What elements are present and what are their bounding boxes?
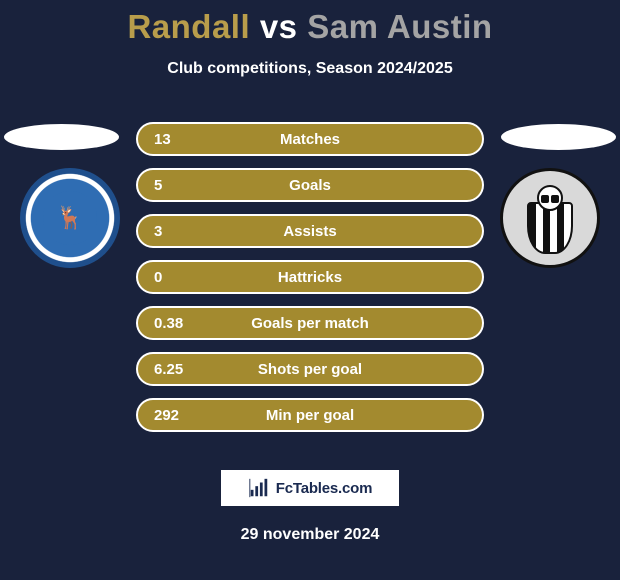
stat-rows: 13 Matches 5 Goals 3 Assists 0 Hattricks…	[136, 122, 484, 444]
stat-left-value: 292	[154, 407, 179, 424]
stat-left-value: 13	[154, 131, 171, 148]
peterborough-crest-icon: 🦌	[43, 191, 97, 245]
stat-label: Min per goal	[138, 407, 482, 424]
stat-left-value: 0.38	[154, 315, 183, 332]
stat-left-value: 5	[154, 177, 162, 194]
subtitle: Club competitions, Season 2024/2025	[0, 60, 620, 78]
stat-row-min-per-goal: 292 Min per goal	[136, 398, 484, 432]
stat-row-matches: 13 Matches	[136, 122, 484, 156]
right-club-badge	[500, 168, 600, 268]
stat-row-goals: 5 Goals	[136, 168, 484, 202]
stat-left-value: 3	[154, 223, 162, 240]
stat-label: Goals per match	[138, 315, 482, 332]
stats-arena: 🦌 13 Matches 5 Goals 3 Assists 0 Hattric…	[0, 100, 620, 440]
stat-left-value: 0	[154, 269, 162, 286]
fctables-logo: FcTables.com	[221, 470, 399, 506]
left-player-ellipse	[4, 124, 119, 150]
peterborough-badge: 🦌	[20, 168, 120, 268]
stat-label: Matches	[138, 131, 482, 148]
football-icon	[537, 185, 563, 211]
player1-name: Randall	[127, 8, 250, 45]
stat-left-value: 6.25	[154, 361, 183, 378]
bar-chart-icon	[248, 477, 270, 499]
comparison-title: Randall vs Sam Austin	[0, 0, 620, 46]
player2-name: Sam Austin	[307, 8, 492, 45]
left-club-badge: 🦌	[20, 168, 120, 268]
stat-label: Assists	[138, 223, 482, 240]
stat-row-goals-per-match: 0.38 Goals per match	[136, 306, 484, 340]
stat-label: Shots per goal	[138, 361, 482, 378]
stat-label: Hattricks	[138, 269, 482, 286]
notts-county-badge	[500, 168, 600, 268]
stat-row-shots-per-goal: 6.25 Shots per goal	[136, 352, 484, 386]
stat-row-hattricks: 0 Hattricks	[136, 260, 484, 294]
stat-row-assists: 3 Assists	[136, 214, 484, 248]
generation-date: 29 november 2024	[0, 526, 620, 544]
right-player-ellipse	[501, 124, 616, 150]
brand-text: FcTables.com	[276, 480, 373, 497]
stat-label: Goals	[138, 177, 482, 194]
vs-label: vs	[260, 8, 298, 45]
